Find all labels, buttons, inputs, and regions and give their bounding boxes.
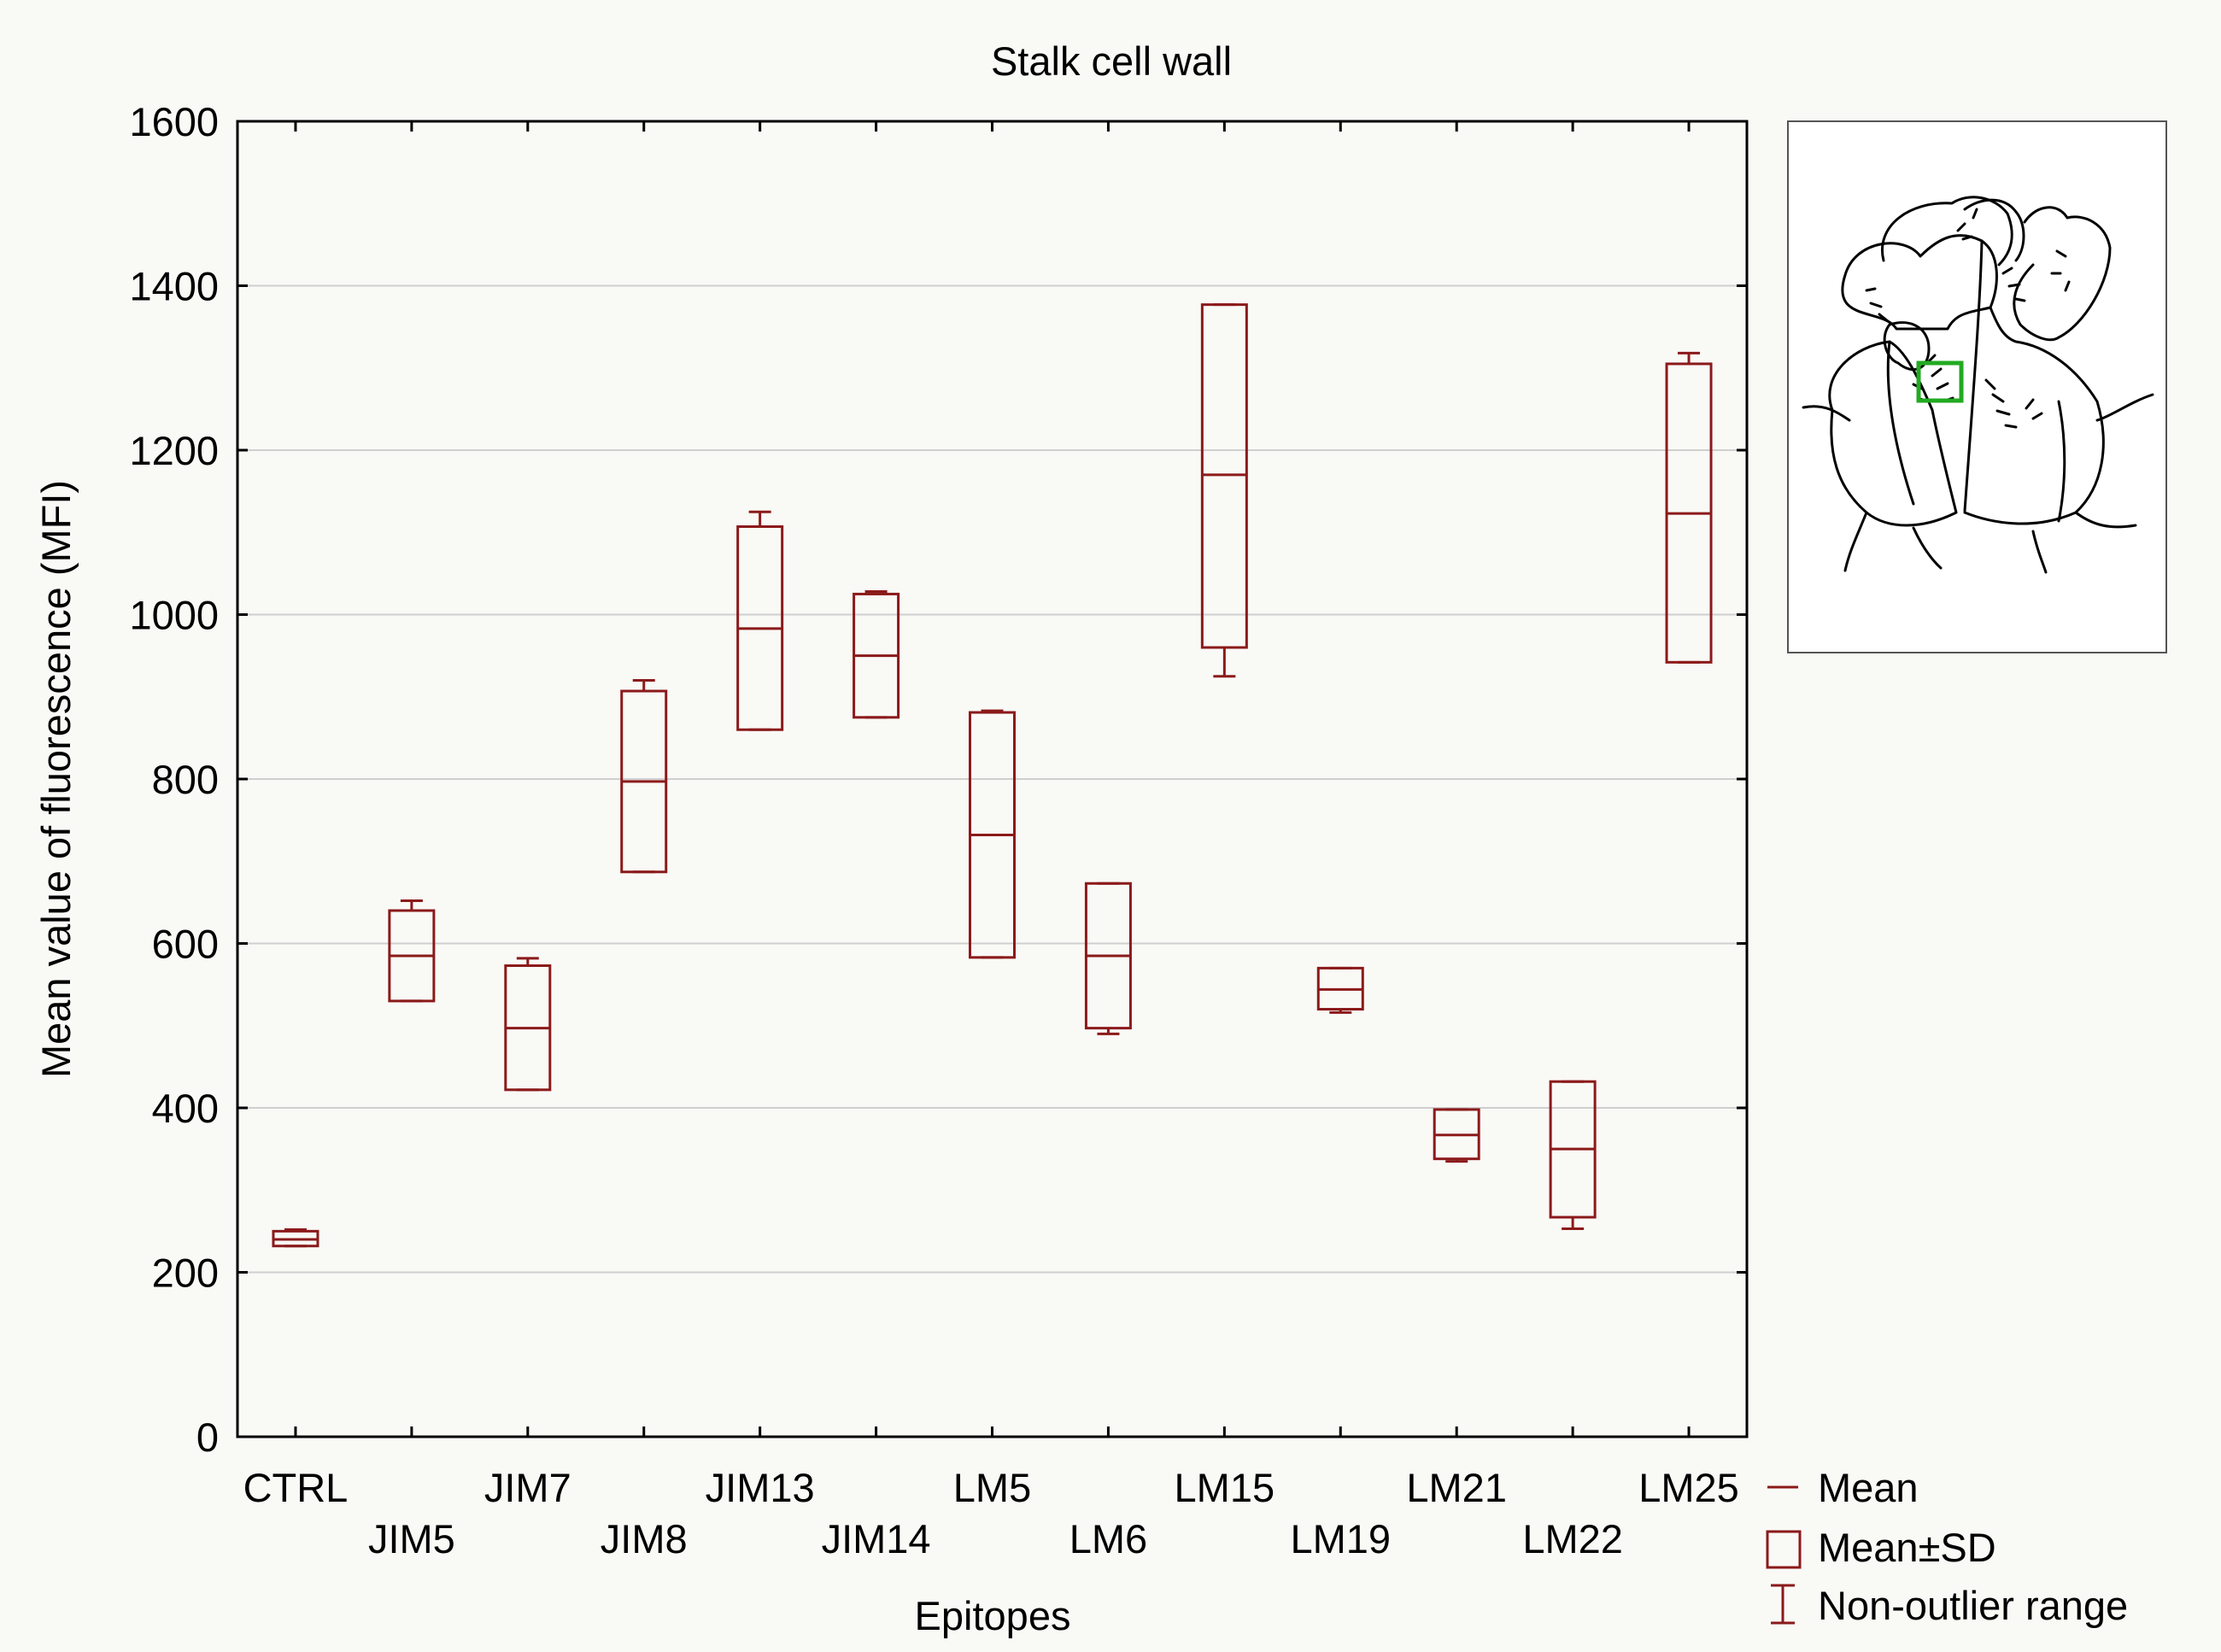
- x-tick-label-JIM14: JIM14: [822, 1516, 931, 1561]
- y-axis: 0 200 400 600 800 1000 1200 1400 1600: [129, 99, 1747, 1460]
- inset-diagram: [1787, 120, 2167, 653]
- gridlines: [237, 284, 1747, 1274]
- x-tick-label-CTRL: CTRL: [243, 1465, 349, 1510]
- inset-frame: [1787, 120, 2167, 653]
- y-tick-label-600: 600: [152, 922, 219, 967]
- y-tick-label-200: 200: [152, 1251, 219, 1296]
- box-JIM13: [736, 510, 784, 731]
- legend-range-label: Non-outlier range: [1818, 1583, 2128, 1628]
- y-tick-label-1600: 1600: [129, 99, 219, 144]
- box-LM15: [1200, 303, 1248, 678]
- legend-mean-label: Mean: [1818, 1465, 1919, 1510]
- y-tick-label-0: 0: [196, 1415, 219, 1460]
- x-tick-label-LM22: LM22: [1522, 1516, 1623, 1561]
- x-tick-label-JIM5: JIM5: [368, 1516, 455, 1561]
- box-LM25: [1665, 351, 1713, 664]
- box-LM22: [1549, 1080, 1597, 1230]
- x-tick-label-LM15: LM15: [1175, 1465, 1275, 1510]
- y-tick-label-400: 400: [152, 1086, 219, 1131]
- y-tick-label-1000: 1000: [129, 593, 219, 638]
- boxes: [272, 303, 1713, 1248]
- x-tick-label-JIM7: JIM7: [484, 1465, 571, 1510]
- legend-sd-label: Mean±SD: [1818, 1525, 1996, 1570]
- x-tick-label-LM25: LM25: [1638, 1465, 1739, 1510]
- region-highlight: [1916, 360, 1964, 403]
- box-JIM5: [388, 899, 436, 1003]
- y-tick-label-800: 800: [152, 757, 219, 802]
- x-tick-label-LM5: LM5: [953, 1465, 1031, 1510]
- legend: Mean Mean±SD Non-outlier range: [1766, 1465, 2128, 1628]
- x-tick-label-JIM8: JIM8: [601, 1516, 688, 1561]
- x-tick-label-LM6: LM6: [1069, 1516, 1147, 1561]
- box-JIM14: [853, 590, 900, 719]
- x-tick-label-LM21: LM21: [1406, 1465, 1507, 1510]
- box-LM19: [1316, 966, 1364, 1014]
- x-tick-label-LM19: LM19: [1290, 1516, 1391, 1561]
- box-CTRL: [272, 1227, 319, 1248]
- box-LM5: [969, 709, 1016, 959]
- box-LM6: [1084, 882, 1132, 1035]
- x-axis-label: Epitopes: [915, 1593, 1071, 1638]
- x-tick-label-JIM13: JIM13: [706, 1465, 815, 1510]
- y-tick-label-1400: 1400: [129, 264, 219, 309]
- legend-sd-symbol: [1766, 1530, 1802, 1569]
- box-JIM7: [504, 957, 552, 1092]
- y-axis-label: Mean value of fluorescence (MFI): [33, 480, 79, 1078]
- chart-title: Stalk cell wall: [991, 38, 1232, 84]
- box-JIM8: [620, 679, 668, 874]
- y-tick-label-1200: 1200: [129, 428, 219, 473]
- legend-range-symbol: [1771, 1584, 1795, 1625]
- box-LM21: [1433, 1108, 1480, 1163]
